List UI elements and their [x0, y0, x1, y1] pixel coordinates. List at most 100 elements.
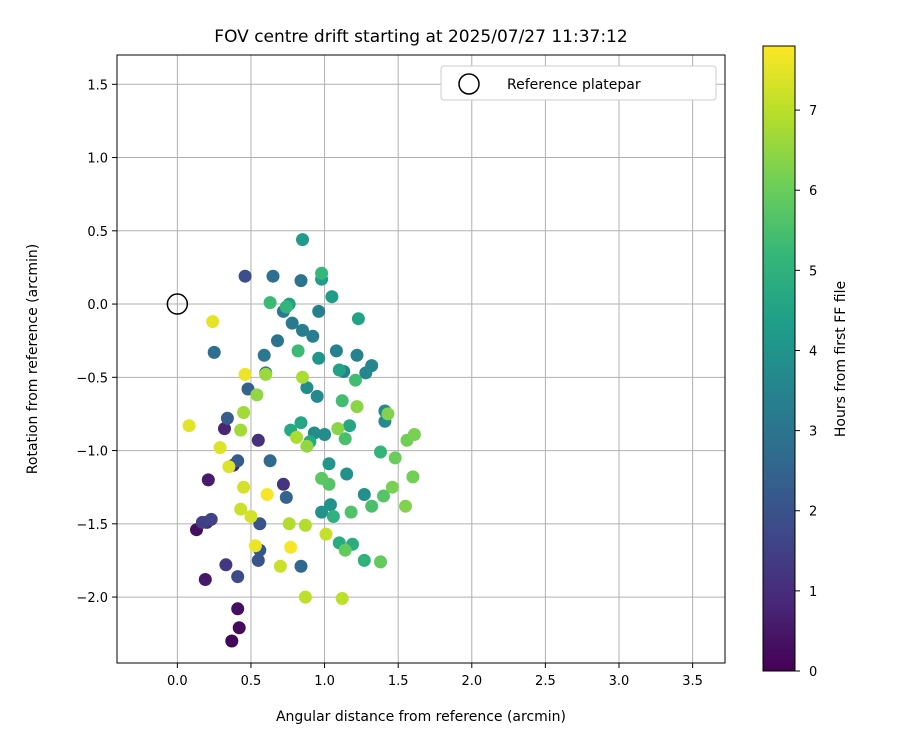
colorbar-ticks: 0 1 2 3 4 5 6 7	[795, 104, 817, 680]
data-point	[326, 510, 340, 523]
x-axis-ticks: 0.0 0.5 1.0 1.5 2.0 2.5 3.0 3.5	[167, 663, 703, 689]
data-point	[263, 454, 277, 468]
legend: Reference platepar	[440, 65, 717, 101]
data-point	[253, 517, 267, 531]
data-point	[238, 269, 252, 283]
data-point	[374, 555, 387, 569]
data-point	[259, 367, 273, 381]
x-axis-label: Angular distance from reference (arcmin)	[276, 709, 566, 725]
data-point	[312, 351, 326, 365]
data-point	[407, 428, 421, 441]
data-point	[406, 470, 420, 484]
data-point	[310, 389, 324, 403]
data-point	[357, 488, 371, 501]
data-point	[377, 489, 390, 503]
y-tick-label: 0.5	[87, 225, 108, 240]
data-point	[399, 499, 412, 513]
data-point	[335, 394, 349, 408]
y-tick-label: 1.5	[87, 78, 108, 93]
data-point	[238, 367, 252, 381]
data-points	[182, 233, 421, 648]
data-point	[298, 590, 312, 604]
y-tick-label: 0.0	[87, 298, 108, 313]
data-point	[271, 334, 284, 348]
data-point	[290, 430, 304, 444]
data-point	[319, 527, 333, 541]
colorbar-tick-label: 3	[809, 425, 817, 440]
y-axis-label: Rotation from reference (arcmin)	[25, 244, 41, 474]
x-tick-label: 0.0	[167, 674, 188, 689]
data-point	[365, 499, 379, 513]
data-point	[282, 517, 296, 531]
data-point	[207, 345, 221, 359]
data-point	[325, 290, 339, 304]
data-point	[350, 348, 364, 362]
y-tick-label: −1.5	[76, 518, 108, 533]
data-point	[234, 423, 248, 437]
data-point	[213, 441, 227, 455]
data-point	[296, 233, 309, 247]
data-point	[201, 473, 215, 487]
data-point	[225, 634, 239, 648]
data-point	[385, 480, 399, 494]
data-point	[291, 344, 305, 358]
colorbar-tick-label: 2	[809, 505, 817, 520]
data-point	[206, 315, 220, 329]
data-point	[349, 373, 362, 387]
data-point	[219, 558, 233, 572]
data-point	[359, 366, 373, 380]
data-point	[266, 269, 280, 283]
data-point	[338, 543, 352, 557]
data-point	[279, 490, 293, 504]
data-point	[231, 602, 245, 616]
data-point	[344, 505, 358, 519]
data-point	[300, 381, 314, 395]
colorbar-tick-label: 6	[809, 184, 817, 199]
data-point	[332, 363, 346, 377]
data-point	[294, 416, 308, 430]
data-point	[279, 300, 293, 314]
plot-frame	[116, 54, 726, 664]
data-point	[374, 445, 387, 459]
reference-platepar-marker	[166, 293, 189, 315]
data-point	[318, 428, 332, 441]
colorbar-tick-label: 7	[809, 104, 817, 119]
x-tick-label: 2.5	[535, 674, 556, 689]
data-point	[322, 457, 336, 471]
data-point	[296, 323, 309, 337]
data-point	[234, 502, 248, 516]
data-point	[232, 621, 246, 635]
colorbar-label: Hours from first FF file	[833, 281, 849, 437]
y-axis-ticks: 1.5 1.0 0.5 0.0 −0.5 −1.0 −1.5 −2.0	[76, 78, 117, 606]
data-point	[251, 553, 265, 567]
x-tick-label: 0.5	[241, 674, 262, 689]
data-point	[244, 510, 258, 523]
data-point	[220, 411, 234, 425]
y-tick-label: −0.5	[76, 371, 108, 386]
legend-marker-icon	[458, 73, 480, 95]
grid-lines	[117, 55, 725, 663]
chart-title: FOV centre drift starting at 2025/07/27 …	[214, 27, 627, 47]
data-point	[388, 451, 402, 465]
x-tick-label: 2.0	[461, 674, 482, 689]
colorbar-tick-label: 1	[809, 585, 817, 600]
data-point	[343, 419, 357, 433]
data-point	[222, 460, 236, 474]
data-point	[357, 553, 371, 567]
data-point	[182, 419, 196, 433]
data-point	[294, 274, 308, 288]
data-point	[237, 406, 251, 419]
y-tick-label: 1.0	[87, 152, 108, 167]
y-tick-label: −2.0	[76, 591, 108, 606]
data-point	[298, 518, 312, 532]
data-point	[296, 370, 309, 384]
data-point	[315, 471, 329, 485]
data-point	[306, 329, 320, 343]
data-point	[294, 559, 308, 573]
legend-entry-reference: Reference platepar	[507, 77, 641, 93]
data-point	[312, 304, 326, 318]
data-point	[257, 348, 271, 362]
colorbar-tick-label: 0	[809, 665, 817, 680]
data-point	[276, 477, 290, 491]
